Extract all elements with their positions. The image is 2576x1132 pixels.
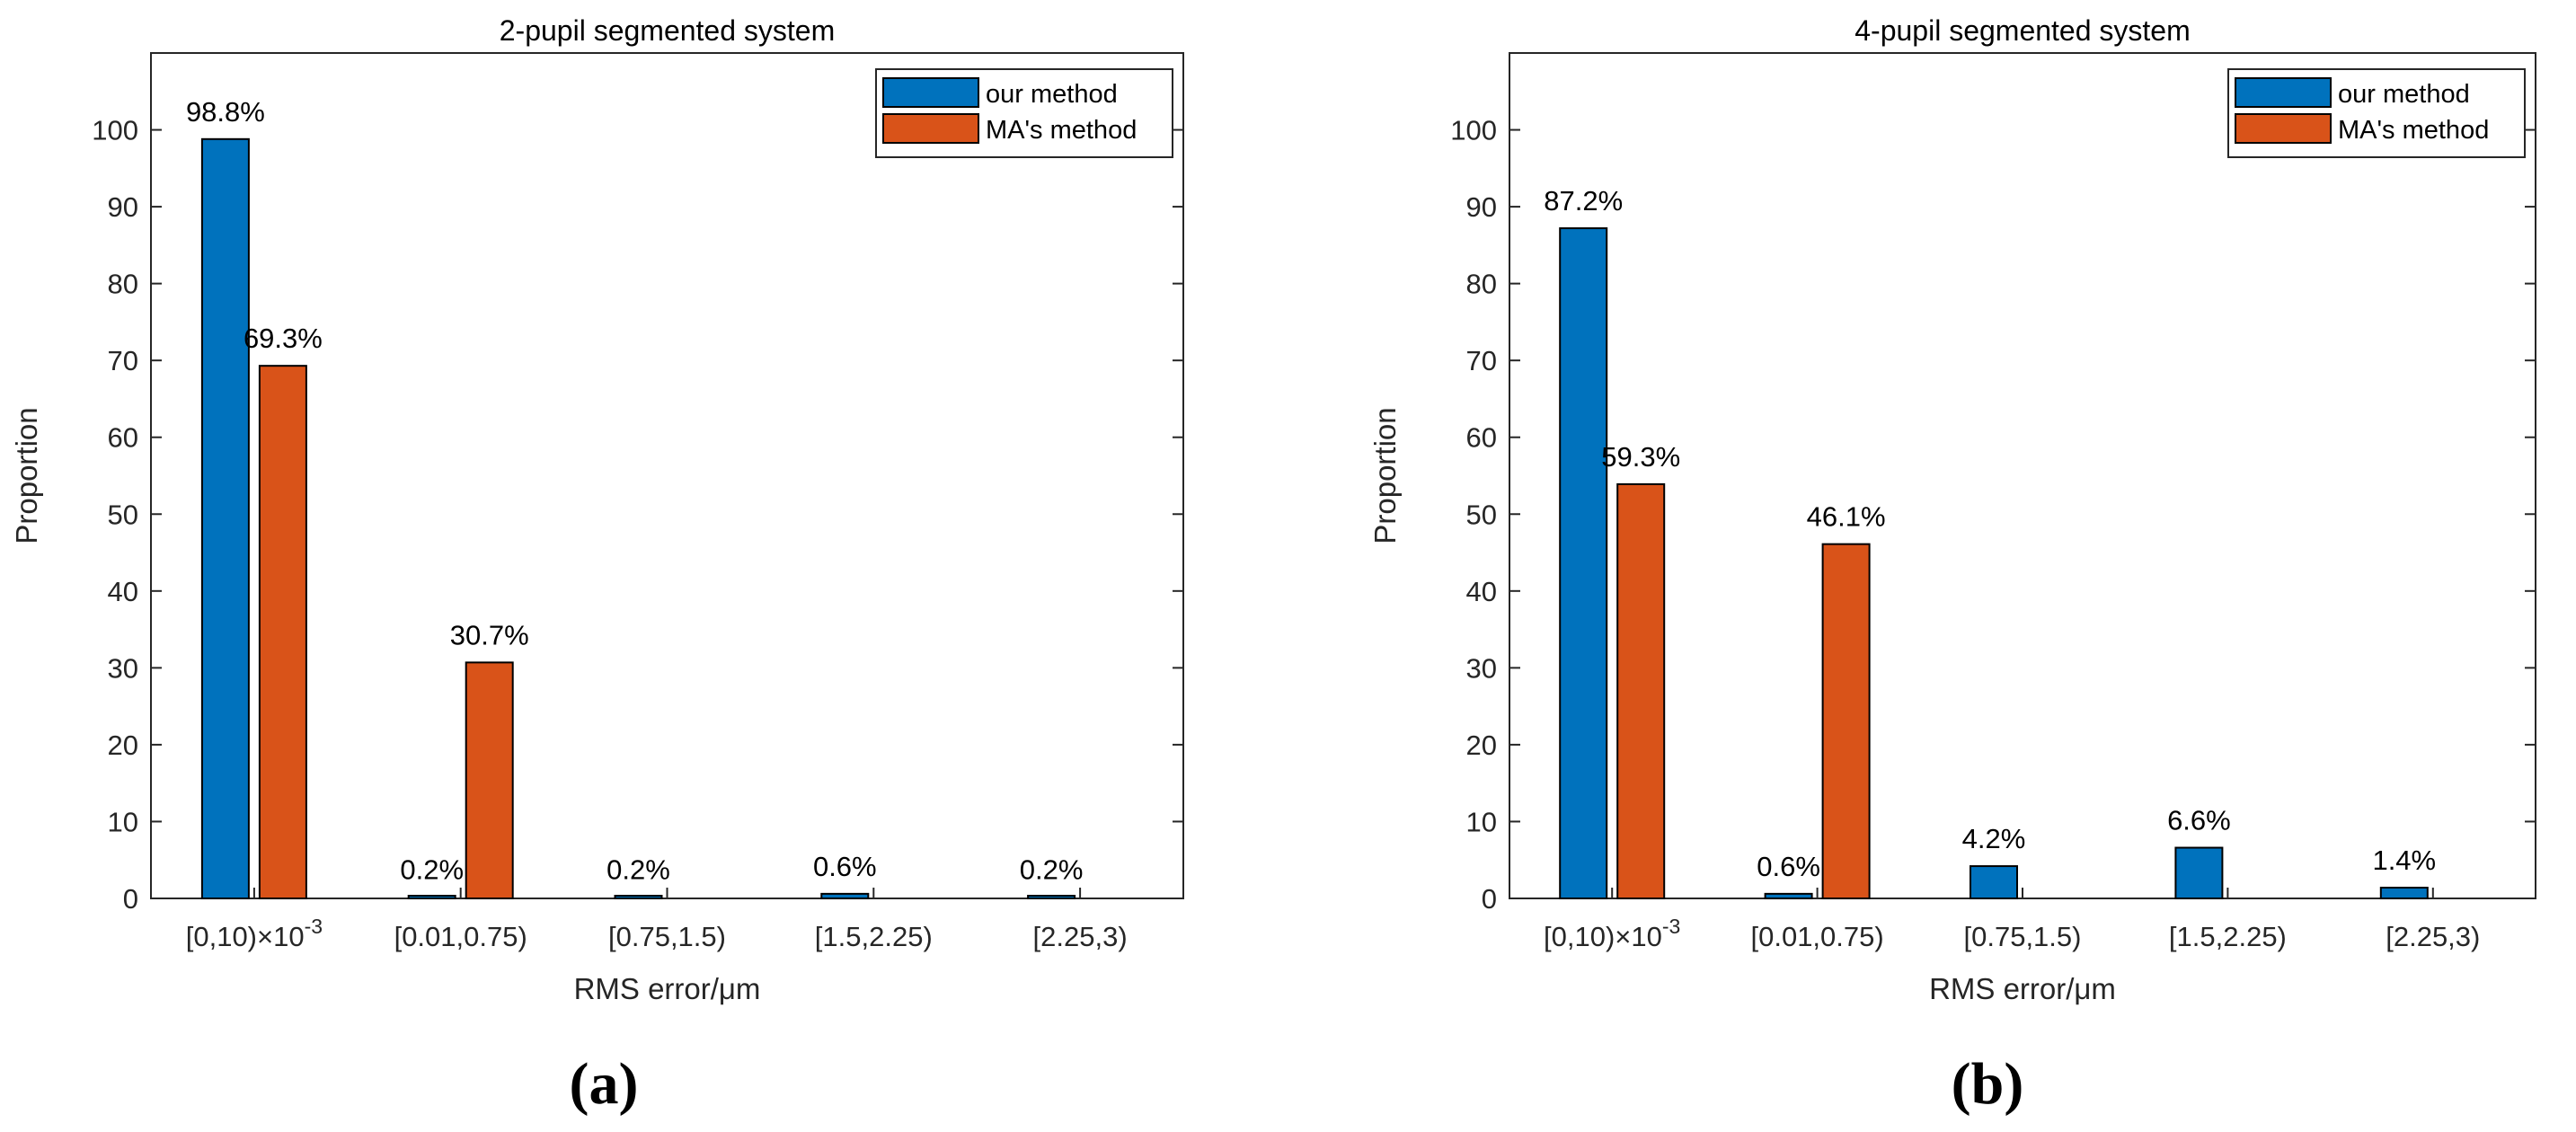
bar-data-label: 98.8% <box>186 96 265 128</box>
y-axis-label: Proportion <box>1368 407 1402 544</box>
x-tick-label: [0.01,0.75) <box>1750 921 1883 952</box>
x-tick-label: [0,10)×10-3 <box>186 915 323 952</box>
x-tick-label: [2.25,3) <box>2386 921 2480 952</box>
y-tick-label: 30 <box>108 652 138 684</box>
legend-label: MA's method <box>986 116 1137 145</box>
panel-label-b: (b) <box>1952 1051 2024 1117</box>
legend-swatch-ma-method <box>882 113 979 144</box>
legend-swatch-ma-method <box>2235 113 2332 144</box>
y-tick-label: 50 <box>108 499 138 530</box>
bar-ma-method <box>1616 482 1666 899</box>
y-tick-label: 10 <box>108 806 138 837</box>
bar-data-label: 4.2% <box>1962 823 2026 854</box>
y-tick-label: 40 <box>108 576 138 607</box>
bar-data-label: 30.7% <box>450 619 529 650</box>
x-tick-label: [0.75,1.5) <box>1964 921 2082 952</box>
y-tick-label: 100 <box>92 115 138 146</box>
chart-panel-a: 2-pupil segmented system 0 10 20 30 40 50 60 70 8… <box>10 14 1184 1005</box>
x-axis-label: RMS error/μm <box>1929 972 2116 1005</box>
y-axis-label: Proportion <box>10 407 43 544</box>
bar-our-method <box>1027 895 1076 899</box>
bar-our-method <box>1764 892 1813 899</box>
bar-our-method <box>407 895 456 899</box>
bar-our-method <box>200 137 250 899</box>
y-tick-label: 70 <box>108 345 138 376</box>
y-tick-label: 70 <box>1466 345 1497 376</box>
bar-our-method <box>820 892 870 899</box>
y-tick-label: 60 <box>1466 422 1497 454</box>
y-tick-label: 40 <box>1466 576 1497 607</box>
legend-swatch-our-method <box>882 77 979 108</box>
chart-panel-b: 4-pupil segmented system 0 10 20 30 40 50 60 70 8… <box>1368 14 2536 1005</box>
x-tick-label: [0.75,1.5) <box>608 921 726 952</box>
y-tick-label: 50 <box>1466 499 1497 530</box>
y-tick-label: 10 <box>1466 806 1497 837</box>
bar-our-method <box>2174 846 2224 899</box>
y-tick-label: 90 <box>1466 191 1497 223</box>
bar-data-label: 0.6% <box>813 851 877 882</box>
bar-ma-method <box>258 365 307 900</box>
y-tick-label: 0 <box>1482 883 1497 915</box>
x-tick-label: [1.5,2.25) <box>2169 921 2287 952</box>
legend-label: our method <box>2338 80 2470 109</box>
y-tick-label: 80 <box>108 269 138 300</box>
chart-title: 4-pupil segmented system <box>1855 14 2191 47</box>
y-tick-label: 30 <box>1466 652 1497 684</box>
bar-our-method <box>1559 227 1608 899</box>
legend-label: our method <box>986 80 1118 109</box>
chart-title: 2-pupil segmented system <box>500 14 836 47</box>
x-axis-label: RMS error/μm <box>574 972 761 1005</box>
bar-our-method <box>614 895 663 899</box>
x-tick-label: [0.01,0.75) <box>394 921 527 952</box>
y-tick-label: 20 <box>1466 730 1497 761</box>
legend-label: MA's method <box>2338 116 2489 145</box>
y-tick-label: 20 <box>108 730 138 761</box>
legend: our method MA's method <box>2227 68 2526 158</box>
x-tick-label: [0,10)×10-3 <box>1544 915 1680 952</box>
bar-data-label: 6.6% <box>2167 805 2231 836</box>
bar-data-label: 0.6% <box>1757 851 1820 882</box>
bar-data-label: 59.3% <box>1601 441 1680 473</box>
legend-swatch-our-method <box>2235 77 2332 108</box>
bar-data-label: 0.2% <box>400 853 464 885</box>
bar-data-label: 46.1% <box>1807 501 1886 533</box>
x-tick-label: [1.5,2.25) <box>815 921 933 952</box>
bar-ma-method <box>1821 543 1871 899</box>
bar-our-method <box>1970 865 2018 900</box>
bar-data-label: 1.4% <box>2372 845 2436 876</box>
bar-data-label: 69.3% <box>243 323 323 354</box>
bar-data-label: 87.2% <box>1544 185 1623 217</box>
y-tick-label: 0 <box>123 883 138 915</box>
y-tick-label: 100 <box>1450 115 1497 146</box>
legend: our method MA's method <box>875 68 1173 158</box>
panel-label-a: (a) <box>570 1051 639 1117</box>
bar-our-method <box>2379 887 2429 899</box>
y-tick-label: 60 <box>108 422 138 454</box>
y-tick-label: 90 <box>108 191 138 223</box>
bar-ma-method <box>465 661 514 899</box>
bar-data-label: 0.2% <box>606 853 670 885</box>
x-tick-label: [2.25,3) <box>1033 921 1128 952</box>
bar-data-label: 0.2% <box>1020 853 1084 885</box>
y-tick-label: 80 <box>1466 269 1497 300</box>
